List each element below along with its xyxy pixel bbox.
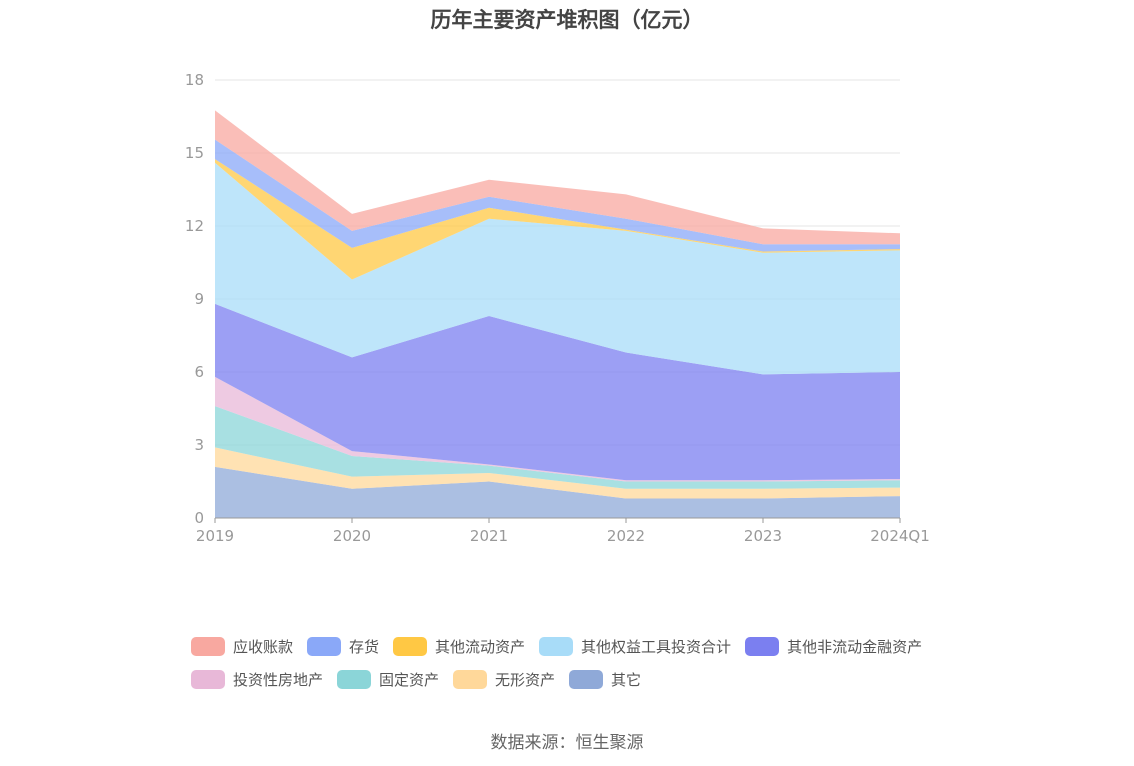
chart-title: 历年主要资产堆积图（亿元） [430,8,704,32]
legend-swatch [745,637,780,656]
legend-swatch [393,637,428,656]
legend-swatch [307,637,342,656]
legend-label: 应收账款 [233,638,294,656]
legend-swatch [453,670,488,689]
legend-label: 其他流动资产 [435,638,526,656]
area-series-应收账款 [215,110,900,245]
x-tick-label: 2019 [196,527,234,545]
legend: 应收账款 存货 其他流动资产 其他权益工具投资合计 其他非流动金融资产投资性房地产 固定资… [191,630,981,696]
y-tick-label: 18 [185,71,204,89]
legend-item[interactable]: 其他流动资产 [393,636,525,657]
legend-swatch [337,670,372,689]
x-tick-label: 2021 [470,527,508,545]
y-tick-label: 0 [194,509,204,527]
legend-label: 其他权益工具投资合计 [581,638,732,656]
legend-label: 其他非流动金融资产 [787,638,923,656]
legend-row: 应收账款 存货 其他流动资产 其他权益工具投资合计 其他非流动金融资产 [191,630,981,663]
legend-label: 无形资产 [495,671,556,689]
area-series-其他流动资产 [215,159,900,280]
legend-swatch [191,637,225,656]
data-source: 数据来源：恒生聚源 [490,733,644,753]
area-series-存货 [215,139,900,252]
legend-item[interactable]: 其他权益工具投资合计 [539,636,731,657]
legend-swatch [191,670,225,689]
x-tick-label: 2023 [744,527,782,545]
area-series-其他非流动金融资产 [215,303,900,481]
y-tick-label: 6 [194,363,204,381]
legend-label: 投资性房地产 [233,671,324,689]
area-series [215,110,900,518]
legend-swatch [569,670,604,689]
legend-item[interactable]: 其它 [569,669,641,690]
y-tick-label: 3 [194,436,204,454]
legend-item[interactable]: 应收账款 [191,636,293,657]
y-tick-label: 12 [185,217,204,235]
x-tick-label: 2020 [333,527,371,545]
y-tick-label: 15 [185,144,204,162]
legend-item[interactable]: 存货 [307,636,379,657]
legend-label: 存货 [349,638,380,656]
x-tick-label: 2024Q1 [870,527,930,545]
y-tick-label: 9 [194,290,204,308]
legend-swatch [539,637,574,656]
legend-item[interactable]: 固定资产 [337,669,439,690]
area-series-其它 [215,466,900,518]
legend-label: 固定资产 [379,671,440,689]
area-series-其他权益工具投资合计 [215,162,900,375]
x-tick-label: 2022 [607,527,645,545]
legend-row: 投资性房地产 固定资产 无形资产 其它 [191,663,981,696]
area-series-固定资产 [215,406,900,489]
area-series-无形资产 [215,447,900,499]
area-series-投资性房地产 [215,376,900,482]
legend-item[interactable]: 无形资产 [453,669,555,690]
legend-item[interactable]: 投资性房地产 [191,669,323,690]
legend-item[interactable]: 其他非流动金融资产 [745,636,922,657]
legend-label: 其它 [611,671,642,689]
axes: 0 3 6 9 12 15 18 2019 2020 2021 2022 2023 2024Q1 [185,71,930,545]
